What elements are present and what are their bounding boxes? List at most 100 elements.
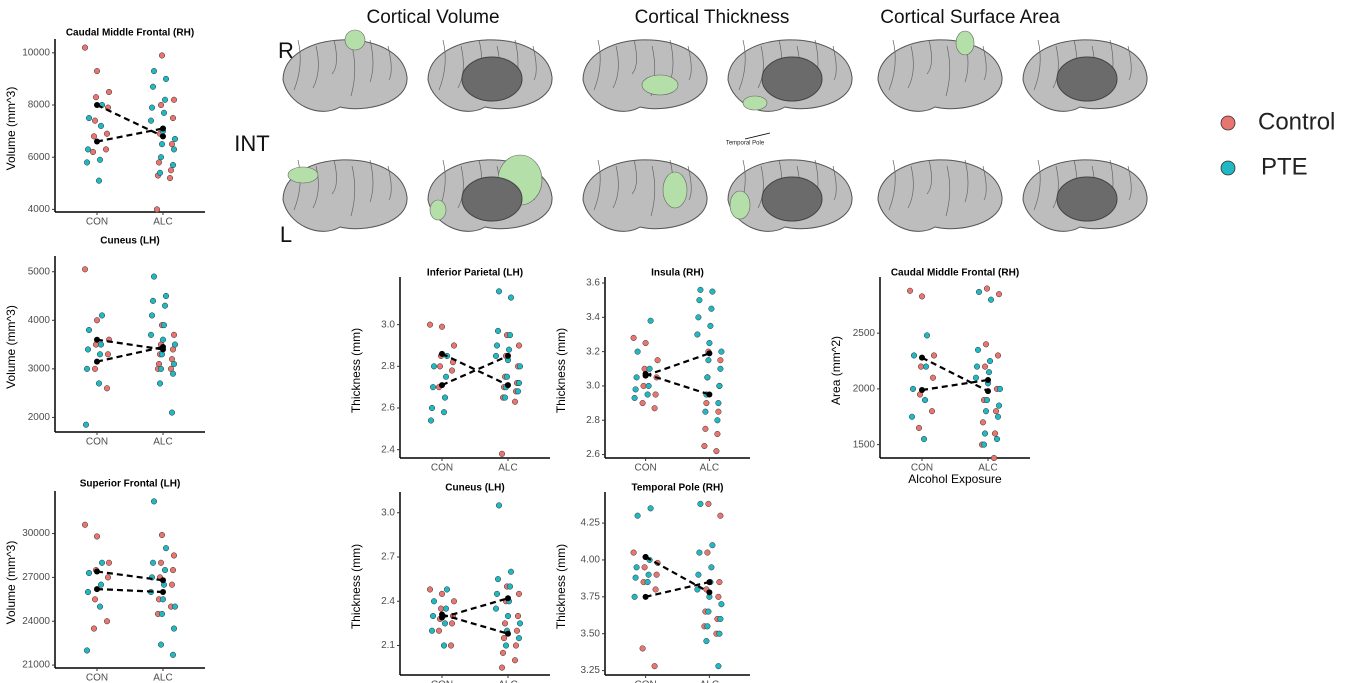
y-tick-label: 24000 <box>22 616 50 627</box>
data-point <box>169 567 177 574</box>
y-axis-label: Volume (mm^3) <box>4 305 18 389</box>
chart: Caudal Middle Frontal (RH) Volume (mm^3) 4… <box>4 28 205 228</box>
data-point <box>647 505 654 512</box>
y-tick-label: 10000 <box>22 47 50 58</box>
x-tick-label: CON <box>86 437 108 448</box>
mean-point <box>985 388 991 395</box>
data-point <box>633 374 640 381</box>
data-point <box>169 651 177 658</box>
data-point <box>506 583 514 590</box>
x-tick-label: ALC <box>700 463 719 474</box>
data-point <box>170 625 178 632</box>
data-point <box>160 109 168 116</box>
y-tick-label: 4.25 <box>581 518 601 529</box>
sulcus <box>331 39 337 75</box>
data-point <box>492 605 500 612</box>
sulcus <box>926 39 932 75</box>
chart: Temporal Pole (RH) Thickness (mm) 3.25 3.50… <box>554 483 750 683</box>
y-tick-label: 4000 <box>28 204 51 215</box>
data-point <box>98 559 106 566</box>
data-point <box>98 312 106 319</box>
mean-point <box>919 354 925 361</box>
data-point <box>982 341 990 348</box>
data-point <box>515 379 523 387</box>
mean-point <box>160 589 166 595</box>
data-point <box>717 615 724 623</box>
data-point <box>148 104 156 111</box>
data-point <box>150 498 158 505</box>
mean-point <box>94 102 100 109</box>
data-point <box>653 571 660 578</box>
y-tick-label: 3.0 <box>586 381 600 392</box>
data-point <box>697 286 704 293</box>
data-point <box>441 394 449 401</box>
data-point <box>161 96 169 103</box>
chart-title: Insula (RH) <box>651 268 704 279</box>
sulcus <box>331 159 337 195</box>
sulcus <box>757 165 764 209</box>
chart-title: Caudal Middle Frontal (RH) <box>66 28 194 39</box>
data-point <box>705 608 712 615</box>
data-point <box>646 365 653 372</box>
mean-line <box>441 613 509 635</box>
y-tick-label: 3.0 <box>381 319 395 330</box>
data-point <box>441 620 449 627</box>
data-point <box>632 574 639 581</box>
data-point <box>90 625 98 632</box>
data-point <box>714 417 721 424</box>
y-tick-label: 3.50 <box>581 628 601 639</box>
y-tick-label: 2500 <box>853 328 876 339</box>
y-tick-label: 4.00 <box>581 555 601 566</box>
data-point <box>928 408 936 415</box>
data-point <box>979 419 987 426</box>
data-point <box>634 348 641 355</box>
y-axis-label: Volume (mm^3) <box>4 87 18 171</box>
legend-label: PTE <box>1261 153 1308 180</box>
data-point <box>97 122 105 129</box>
mean-point <box>94 568 100 575</box>
data-point <box>159 596 167 603</box>
mean-point <box>439 350 445 357</box>
mean-point <box>94 138 100 145</box>
y-axis-label: Thickness (mm) <box>349 328 363 413</box>
y-tick-label: 2.4 <box>381 444 395 455</box>
data-point <box>645 571 652 578</box>
x-tick-label: CON <box>431 680 453 683</box>
data-point <box>97 341 105 348</box>
data-point <box>494 327 502 334</box>
data-point <box>105 88 113 96</box>
y-tick-label: 2.8 <box>586 415 600 426</box>
y-tick-label: 30000 <box>22 528 50 539</box>
data-point <box>155 159 163 166</box>
data-point <box>647 317 654 324</box>
data-point <box>645 382 652 389</box>
legend-label: Control <box>1258 108 1335 135</box>
data-point <box>515 635 523 642</box>
sulcus <box>738 39 746 91</box>
data-point <box>987 296 995 303</box>
sulcus <box>982 45 987 81</box>
data-point <box>171 135 179 142</box>
sulcus <box>457 165 464 209</box>
data-point <box>716 579 723 586</box>
data-point <box>983 285 991 292</box>
data-point <box>147 117 155 124</box>
mean-line <box>96 587 164 594</box>
y-axis-label: Volume (mm^3) <box>4 541 18 625</box>
x-tick-label: ALC <box>978 463 997 474</box>
data-point <box>974 346 982 353</box>
data-point <box>709 288 716 295</box>
mean-point <box>642 593 649 600</box>
data-point <box>495 502 503 509</box>
data-point <box>162 75 170 82</box>
data-point <box>83 159 91 166</box>
data-point <box>632 386 639 393</box>
data-point <box>716 630 723 637</box>
data-point <box>654 357 661 364</box>
chart: Cuneus (LH) Volume (mm^3) 2000 3000 4000 5000… <box>4 236 205 448</box>
data-point <box>515 590 523 597</box>
column-title: Cortical Volume <box>366 7 499 28</box>
column-title: Cortical Surface Area <box>880 7 1060 28</box>
data-point <box>450 342 458 349</box>
mean-point <box>160 344 166 350</box>
